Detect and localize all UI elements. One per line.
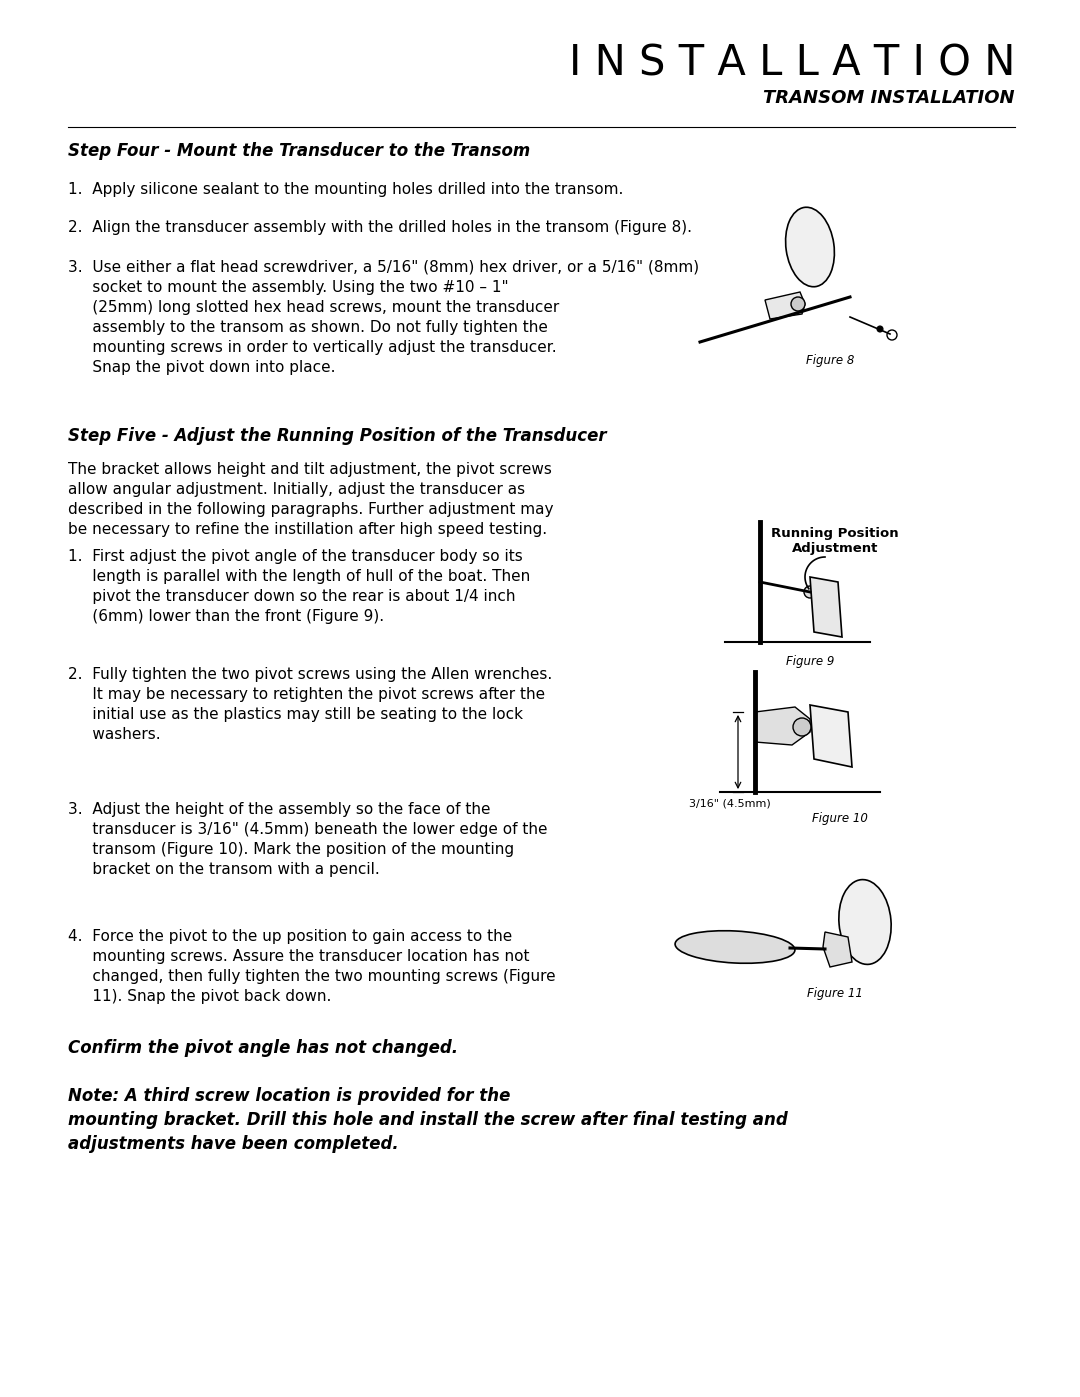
Text: length is parallel with the length of hull of the boat. Then: length is parallel with the length of hu…	[68, 569, 530, 584]
Ellipse shape	[785, 207, 835, 286]
Text: Figure 10: Figure 10	[812, 812, 868, 826]
Text: socket to mount the assembly. Using the two #10 – 1": socket to mount the assembly. Using the …	[68, 279, 509, 295]
Text: transducer is 3/16" (4.5mm) beneath the lower edge of the: transducer is 3/16" (4.5mm) beneath the …	[68, 821, 548, 837]
Text: mounting screws in order to vertically adjust the transducer.: mounting screws in order to vertically a…	[68, 339, 556, 355]
Text: be necessary to refine the instillation after high speed testing.: be necessary to refine the instillation …	[68, 522, 548, 536]
Text: adjustments have been completed.: adjustments have been completed.	[68, 1134, 399, 1153]
Text: I N S T A L L A T I O N: I N S T A L L A T I O N	[569, 42, 1015, 84]
Text: Note: A third screw location is provided for the: Note: A third screw location is provided…	[68, 1087, 511, 1105]
Text: TRANSOM INSTALLATION: TRANSOM INSTALLATION	[764, 89, 1015, 108]
Text: Figure 9: Figure 9	[786, 655, 834, 668]
Text: The bracket allows height and tilt adjustment, the pivot screws: The bracket allows height and tilt adjus…	[68, 462, 552, 476]
Circle shape	[804, 585, 816, 598]
Text: 2.  Fully tighten the two pivot screws using the Allen wrenches.: 2. Fully tighten the two pivot screws us…	[68, 666, 552, 682]
Text: 1.  First adjust the pivot angle of the transducer body so its: 1. First adjust the pivot angle of the t…	[68, 549, 523, 564]
Polygon shape	[810, 705, 852, 767]
Polygon shape	[765, 292, 805, 319]
Polygon shape	[823, 932, 852, 967]
Text: Running Position
Adjustment: Running Position Adjustment	[771, 527, 899, 555]
Text: initial use as the plastics may still be seating to the lock: initial use as the plastics may still be…	[68, 707, 523, 722]
Text: transom (Figure 10). Mark the position of the mounting: transom (Figure 10). Mark the position o…	[68, 842, 514, 856]
Text: 1.  Apply silicone sealant to the mounting holes drilled into the transom.: 1. Apply silicone sealant to the mountin…	[68, 182, 623, 197]
Text: pivot the transducer down so the rear is about 1/4 inch: pivot the transducer down so the rear is…	[68, 590, 515, 604]
Text: Figure 11: Figure 11	[807, 988, 863, 1000]
Ellipse shape	[675, 930, 795, 964]
Circle shape	[877, 326, 883, 332]
Text: described in the following paragraphs. Further adjustment may: described in the following paragraphs. F…	[68, 502, 554, 517]
Text: 3/16" (4.5mm): 3/16" (4.5mm)	[689, 799, 771, 809]
Text: 11). Snap the pivot back down.: 11). Snap the pivot back down.	[68, 989, 332, 1004]
Text: 2.  Align the transducer assembly with the drilled holes in the transom (Figure : 2. Align the transducer assembly with th…	[68, 219, 692, 235]
Polygon shape	[810, 577, 842, 637]
Text: Step Four - Mount the Transducer to the Transom: Step Four - Mount the Transducer to the …	[68, 142, 530, 161]
Circle shape	[793, 718, 811, 736]
Text: washers.: washers.	[68, 726, 161, 742]
Text: Figure 8: Figure 8	[806, 353, 854, 367]
Text: mounting bracket. Drill this hole and install the screw after final testing and: mounting bracket. Drill this hole and in…	[68, 1111, 787, 1129]
Text: 4.  Force the pivot to the up position to gain access to the: 4. Force the pivot to the up position to…	[68, 929, 512, 944]
Text: (6mm) lower than the front (Figure 9).: (6mm) lower than the front (Figure 9).	[68, 609, 384, 624]
Text: bracket on the transom with a pencil.: bracket on the transom with a pencil.	[68, 862, 380, 877]
Text: 3.  Adjust the height of the assembly so the face of the: 3. Adjust the height of the assembly so …	[68, 802, 490, 817]
Text: allow angular adjustment. Initially, adjust the transducer as: allow angular adjustment. Initially, adj…	[68, 482, 525, 497]
Text: assembly to the transom as shown. Do not fully tighten the: assembly to the transom as shown. Do not…	[68, 320, 548, 335]
Text: Step Five - Adjust the Running Position of the Transducer: Step Five - Adjust the Running Position …	[68, 427, 607, 446]
Text: 3.  Use either a flat head screwdriver, a 5/16" (8mm) hex driver, or a 5/16" (8m: 3. Use either a flat head screwdriver, a…	[68, 260, 699, 275]
Text: (25mm) long slotted hex head screws, mount the transducer: (25mm) long slotted hex head screws, mou…	[68, 300, 559, 314]
Text: Snap the pivot down into place.: Snap the pivot down into place.	[68, 360, 336, 374]
Polygon shape	[755, 707, 810, 745]
Ellipse shape	[839, 880, 891, 964]
Text: changed, then fully tighten the two mounting screws (Figure: changed, then fully tighten the two moun…	[68, 970, 555, 983]
Text: It may be necessary to retighten the pivot screws after the: It may be necessary to retighten the piv…	[68, 687, 545, 703]
Text: mounting screws. Assure the transducer location has not: mounting screws. Assure the transducer l…	[68, 949, 529, 964]
Circle shape	[791, 298, 805, 312]
Text: Confirm the pivot angle has not changed.: Confirm the pivot angle has not changed.	[68, 1039, 458, 1058]
